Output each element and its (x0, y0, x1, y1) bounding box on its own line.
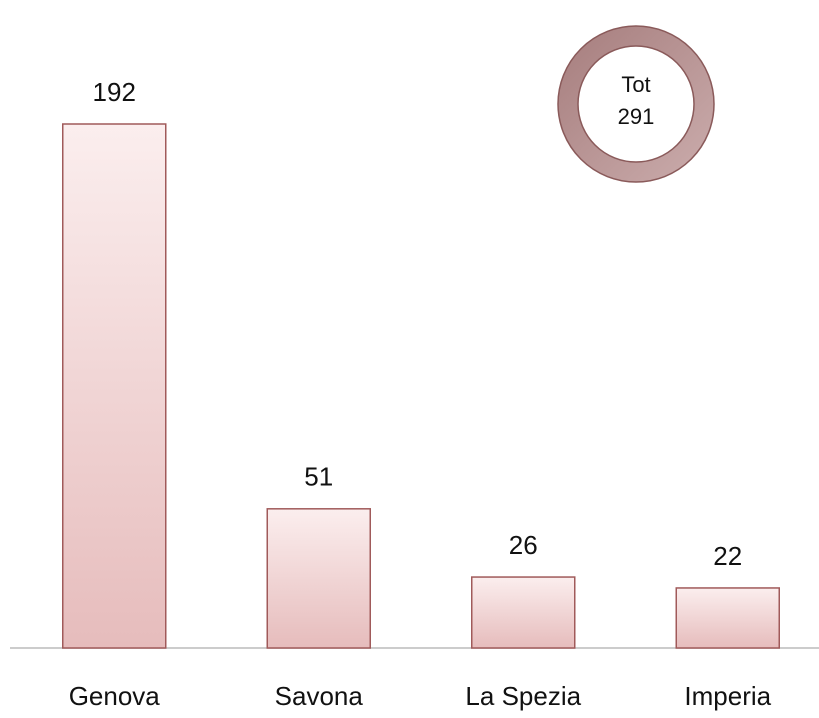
ring-edge (577, 45, 695, 163)
total-label: Tot (621, 72, 650, 97)
x-tick-label: Imperia (684, 681, 771, 711)
ring-edge (557, 25, 715, 183)
bar (266, 508, 371, 649)
value-label: 192 (93, 77, 136, 107)
x-tick-label: Genova (69, 681, 161, 711)
x-tick-label: La Spezia (465, 681, 581, 711)
bar (675, 587, 780, 649)
value-label: 26 (509, 530, 538, 560)
x-tick-label: Savona (275, 681, 364, 711)
total-value: 291 (618, 104, 655, 129)
value-label: 51 (304, 462, 333, 492)
total-ring (558, 26, 714, 182)
bar (62, 123, 167, 649)
value-label: 22 (713, 541, 742, 571)
bar (471, 576, 576, 649)
